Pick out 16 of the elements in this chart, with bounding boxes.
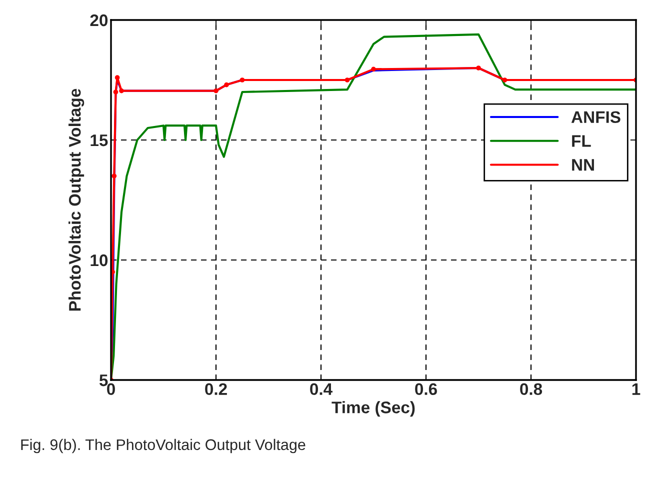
x-tick-label: 0.6 [415,383,437,396]
legend-label: FL [572,135,591,147]
y-tick-label: 20 [90,14,108,26]
legend-label: NN [572,159,594,171]
y-tick-label: 15 [90,134,108,146]
x-axis-title: Time (Sec) [332,401,415,417]
x-tick-label: 0.8 [520,383,542,396]
x-tick-label: 1 [632,383,640,395]
y-axis-title: PhotoVoltaic Output Voltage [68,88,84,311]
legend-label: ANFIS [571,111,620,124]
x-tick-label: 0.2 [205,383,227,396]
y-tick-label: 10 [90,254,108,266]
x-tick-label: 0 [107,383,115,396]
caption: Fig. 9(b). The PhotoVoltaic Output Voltage [21,438,306,454]
y-tick-label: 5 [99,374,108,386]
x-tick-label: 0.4 [310,383,332,396]
